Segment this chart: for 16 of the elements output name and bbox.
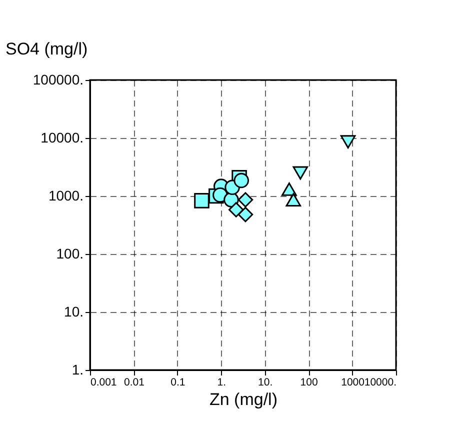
y-tick-label: 10000.	[40, 130, 84, 146]
x-tick-label: 100	[300, 376, 318, 388]
y-tick-label: 10.	[64, 304, 84, 320]
x-tick-label: 0.01	[124, 376, 145, 388]
x-tick-label: 10000.	[364, 376, 396, 388]
y-tick-label: 100.	[56, 246, 84, 262]
y-tick-label: 1.	[72, 362, 84, 378]
x-tick-label: 1000	[341, 376, 365, 388]
x-tick-label: 0.1	[170, 376, 186, 388]
x-axis-title: Zn (mg/l)	[210, 390, 278, 409]
y-tick-label: 1000.	[48, 188, 84, 204]
y-tick-label: 100000.	[32, 72, 84, 88]
x-tick-label: 1.	[217, 376, 226, 388]
x-tick-label: 10.	[258, 376, 273, 388]
x-tick-label: 0.001	[90, 376, 117, 388]
y-axis-title: SO4 (mg/l)	[6, 40, 88, 58]
